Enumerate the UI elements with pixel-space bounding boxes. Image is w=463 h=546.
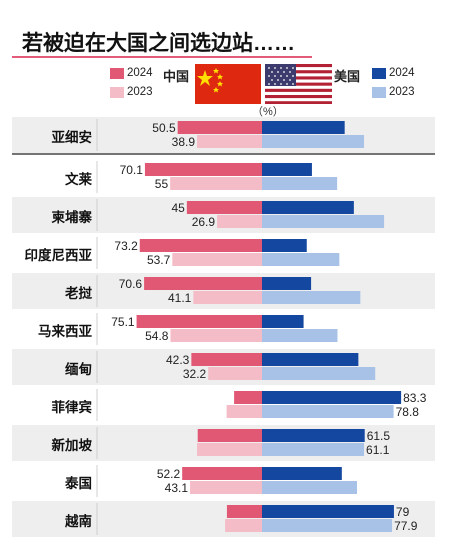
bar-usa-2024 [262,277,312,290]
data-label: 54.8 [145,329,169,343]
bar-usa-2024 [262,239,307,252]
bar-usa-2023 [262,367,376,380]
legend-swatch-china-2024 [110,68,124,79]
category-label: 泰国 [65,476,92,491]
data-label: 55 [155,177,169,191]
bar-china-2024 [191,353,262,366]
bar-usa-2024 [262,353,359,366]
bar-china-2024 [144,163,262,176]
bar-china-2023 [208,367,262,380]
chart-title: 若被迫在大国之间选边站…… [22,32,295,55]
bar-china-2024 [197,429,262,442]
bar-china-2023 [225,519,262,532]
bar-usa-2023 [262,329,338,342]
bar-china-2023 [170,177,262,190]
category-label: 老挝 [65,286,92,301]
bar-china-2024 [186,201,262,214]
category-label: 新加坡 [51,438,93,453]
category-label: 菲律宾 [51,400,93,415]
bar-usa-2024 [262,505,394,518]
data-label: 43.1 [165,481,189,495]
unit-label: （%） [252,106,284,118]
data-label: 32.2 [183,367,207,381]
data-label: 52.2 [157,467,181,481]
legend-swatch-usa-2024 [372,68,386,79]
data-label: 78.8 [396,405,420,419]
data-label: 61.1 [366,443,390,457]
bar-usa-2024 [262,121,345,134]
data-label: 41.1 [168,291,192,305]
data-label: 79 [396,505,410,519]
legend-label-usa-2024: 2024 [389,67,415,79]
data-label: 45 [171,201,185,215]
bar-china-2023 [190,481,262,494]
bar-usa-2023 [262,291,361,304]
bar-china-2023 [197,443,262,456]
data-label: 83.3 [403,391,427,405]
legend-label-china-2024: 2024 [127,67,153,79]
china-flag-icon [195,64,261,104]
bar-china-2023 [217,215,262,228]
bar-usa-2024 [262,391,402,404]
bar-china-2023 [226,405,262,418]
category-label: 越南 [65,514,92,529]
bar-usa-2023 [262,135,365,148]
category-label: 印度尼西亚 [24,248,93,263]
category-label: 马来西亚 [38,324,92,339]
bar-usa-2024 [262,163,312,176]
data-label: 53.7 [147,253,171,267]
data-label: 26.9 [192,215,216,229]
data-label: 61.5 [367,429,391,443]
bar-china-2024 [226,505,262,518]
bar-usa-2023 [262,215,385,228]
bar-china-2023 [193,291,262,304]
bar-usa-2024 [262,467,342,480]
category-label: 亚细安 [51,130,93,145]
bar-usa-2023 [262,405,394,418]
bar-china-2023 [172,253,262,266]
legend-usa-name: 美国 [334,69,361,84]
bar-usa-2023 [262,177,338,190]
bar-usa-2023 [262,519,393,532]
bar-china-2024 [177,121,262,134]
data-label: 70.6 [119,277,143,291]
data-label: 73.2 [114,239,138,253]
data-label: 77.9 [394,519,418,533]
category-label: 文莱 [65,172,92,187]
legend-label-usa-2023: 2023 [389,86,415,98]
legend-label-china-2023: 2023 [127,86,153,98]
bar-china-2023 [170,329,262,342]
data-label: 50.5 [152,121,176,135]
bar-usa-2023 [262,481,358,494]
bar-china-2024 [144,277,262,290]
bar-china-2024 [182,467,262,480]
data-label: 42.3 [166,353,190,367]
bar-usa-2024 [262,429,365,442]
data-label: 70.1 [120,163,144,177]
title-underline [12,56,312,58]
data-label: 75.1 [111,315,135,329]
category-label: 缅甸 [65,362,92,377]
legend-china-name: 中国 [163,69,190,84]
bar-usa-2023 [262,443,365,456]
category-label: 柬埔寨 [51,210,93,225]
bar-china-2024 [136,315,262,328]
bar-china-2023 [197,135,262,148]
data-label: 38.9 [172,135,196,149]
bar-usa-2024 [262,201,354,214]
bar-usa-2024 [262,315,304,328]
bar-usa-2023 [262,253,340,266]
bar-china-2024 [234,391,262,404]
bar-china-2024 [139,239,262,252]
legend-swatch-usa-2023 [372,87,386,98]
usa-flag-icon [265,64,332,104]
legend-swatch-china-2023 [110,87,124,98]
